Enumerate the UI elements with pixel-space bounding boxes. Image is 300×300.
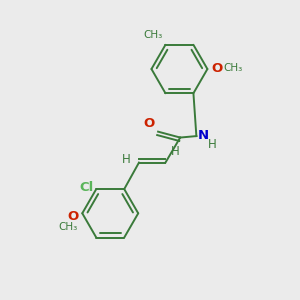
Text: H: H [208,138,217,151]
Text: N: N [198,129,209,142]
Text: CH₃: CH₃ [143,30,163,40]
Text: CH₃: CH₃ [224,63,243,74]
Text: O: O [68,210,79,223]
Text: O: O [143,117,154,130]
Text: Cl: Cl [79,181,93,194]
Text: H: H [122,153,131,166]
Text: H: H [171,145,180,158]
Text: O: O [211,62,222,75]
Text: CH₃: CH₃ [58,222,78,232]
